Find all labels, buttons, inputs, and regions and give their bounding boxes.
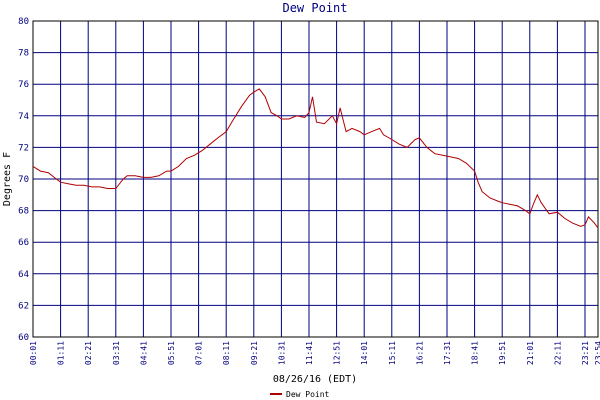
y-tick-label: 76 bbox=[18, 80, 29, 90]
y-tick-label: 60 bbox=[18, 333, 29, 343]
x-tick-label: 21:01 bbox=[526, 341, 535, 365]
data-line bbox=[32, 88, 599, 229]
x-tick-label: 02:21 bbox=[84, 341, 93, 365]
y-tick-label: 62 bbox=[18, 301, 29, 311]
plot-frame bbox=[32, 20, 599, 338]
y-axis-label: Degrees F bbox=[2, 152, 13, 206]
x-tick-label: 11:41 bbox=[305, 341, 314, 365]
x-tick-label: 08:11 bbox=[222, 341, 231, 365]
x-tick-label: 23:54 bbox=[594, 341, 600, 365]
y-tick-label: 78 bbox=[18, 49, 29, 59]
x-tick-label: 16:21 bbox=[415, 341, 424, 365]
x-tick-label: 18:41 bbox=[471, 341, 480, 365]
x-tick-label: 01:11 bbox=[57, 341, 66, 365]
x-axis-label: 08/26/16 (EDT) bbox=[273, 374, 357, 385]
y-tick-label: 70 bbox=[18, 175, 29, 185]
x-tick-label: 17:31 bbox=[443, 341, 452, 365]
x-tick-label: 15:11 bbox=[388, 341, 397, 365]
y-tick-label: 66 bbox=[18, 238, 29, 248]
x-tick-label: 12:51 bbox=[333, 341, 342, 365]
x-tick-label: 03:31 bbox=[112, 341, 121, 365]
x-tick-label: 10:31 bbox=[277, 341, 286, 365]
x-tick-label: 22:11 bbox=[553, 341, 562, 365]
x-tick-label: 19:51 bbox=[498, 341, 507, 365]
y-tick-label: 64 bbox=[18, 270, 29, 280]
x-tick-label: 09:21 bbox=[250, 341, 259, 365]
x-tick-label: 07:01 bbox=[195, 341, 204, 365]
x-tick-label: 04:41 bbox=[139, 341, 148, 365]
y-tick-label: 74 bbox=[18, 112, 29, 122]
x-tick-label: 05:51 bbox=[167, 341, 176, 365]
x-tick-label: 14:01 bbox=[360, 341, 369, 365]
legend-label: Dew Point bbox=[286, 390, 330, 399]
x-tick-label: 23:21 bbox=[581, 341, 590, 365]
y-tick-label: 68 bbox=[18, 207, 29, 217]
x-tick-label: 00:01 bbox=[29, 341, 38, 365]
chart-title: Dew Point bbox=[282, 1, 347, 15]
y-tick-label: 80 bbox=[18, 17, 29, 27]
y-tick-label: 72 bbox=[18, 143, 29, 153]
